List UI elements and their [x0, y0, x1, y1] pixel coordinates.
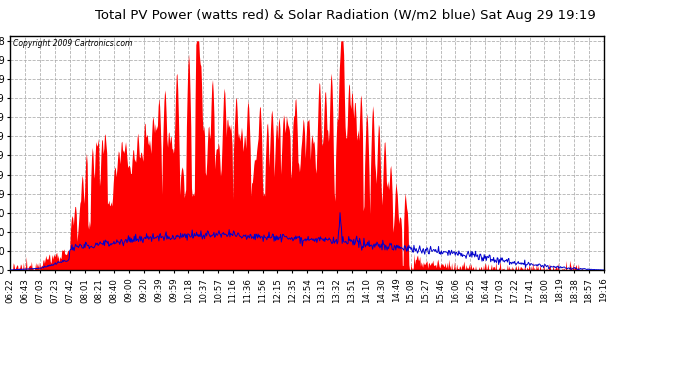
Text: Copyright 2009 Cartronics.com: Copyright 2009 Cartronics.com — [13, 39, 132, 48]
Text: Total PV Power (watts red) & Solar Radiation (W/m2 blue) Sat Aug 29 19:19: Total PV Power (watts red) & Solar Radia… — [95, 9, 595, 22]
